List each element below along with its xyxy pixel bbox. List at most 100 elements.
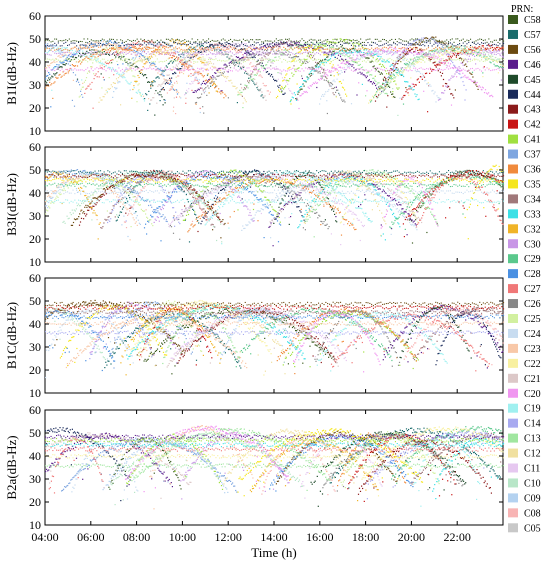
legend-entry: C05 [524,523,541,534]
y-tick-label: 30 [29,78,41,92]
legend-swatch [508,209,518,219]
x-tick-label: 16:00 [306,530,333,544]
legend-entry: C36 [524,165,541,176]
legend-entry: C57 [524,30,541,41]
legend-entry: C30 [524,239,541,250]
legend-swatch [508,388,518,398]
legend-swatch [508,448,518,458]
legend-entry: C19 [524,404,541,415]
y-tick-label: 20 [29,363,41,377]
legend-swatch [508,523,518,533]
y-tick-label: 40 [29,449,41,463]
y-tick-label: 60 [29,9,41,23]
legend-swatch [508,254,518,264]
plot-area [44,15,504,132]
y-axis-label: B1C(dB-Hz) [4,302,19,369]
legend-swatch [508,314,518,323]
plot-area [44,146,504,263]
legend-entry: C34 [524,194,541,205]
x-tick-label: 22:00 [444,530,471,544]
cn0-dots [45,299,505,379]
legend-title: PRN: [511,4,533,15]
legend-entry: C14 [524,419,541,430]
legend-swatch [508,403,518,413]
x-tick-label: 08:00 [123,530,150,544]
y-tick-label: 20 [29,495,41,509]
y-tick-label: 40 [29,55,41,69]
panel-2: 10 20 30 40 50 60 B3I(dB-Hz) [4,140,505,269]
y-tick-label: 50 [29,294,41,308]
legend-entry: C12 [524,449,541,460]
legend-swatch [508,478,518,488]
plot-area [44,277,504,394]
legend-swatch [508,89,518,99]
legend: PRN:C58 C57 C56 C46 C45 C44 C43 C42 C41 C37 C36 C35… [508,4,541,534]
legend-entry: C37 [524,150,541,161]
y-tick-label: 50 [29,32,41,46]
y-axis-label: B3I(dB-Hz) [4,173,19,236]
legend-swatch [508,493,518,503]
cn0-dots [45,164,505,247]
legend-swatch [508,463,518,473]
panel-4: 10 20 30 40 50 60 B2a(dB-Hz) [4,403,505,532]
x-tick-label: 18:00 [352,530,379,544]
y-tick-label: 50 [29,426,41,440]
legend-entry: C44 [524,90,541,101]
plot-area [44,409,504,526]
y-tick-label: 30 [29,472,41,486]
legend-swatch [508,29,518,39]
legend-swatch [508,15,518,24]
y-tick-label: 40 [29,317,41,331]
legend-entry: C46 [524,60,541,71]
legend-swatch [508,134,518,144]
legend-entry: C58 [524,15,541,26]
x-tick-label: 10:00 [169,530,196,544]
legend-entry: C28 [524,269,541,280]
y-tick-label: 40 [29,186,41,200]
legend-entry: C41 [524,135,541,146]
legend-entry: C32 [524,224,541,235]
legend-entry: C23 [524,344,541,355]
x-tick-label: 12:00 [215,530,242,544]
legend-entry: C27 [524,284,541,295]
legend-entry: C33 [524,209,541,220]
x-tick-label: 06:00 [77,530,104,544]
x-tick-label: 04:00 [31,530,58,544]
legend-swatch [508,343,518,353]
legend-entry: C45 [524,75,541,86]
y-tick-label: 20 [29,101,41,115]
legend-swatch [508,284,518,294]
y-tick-label: 10 [29,255,41,269]
legend-swatch [508,119,518,129]
legend-swatch [508,224,518,234]
legend-swatch [508,358,518,368]
legend-swatch [508,418,518,428]
legend-entry: C25 [524,314,541,325]
y-tick-label: 10 [29,518,41,532]
legend-entry: C09 [524,493,541,504]
cn0-dots [45,36,505,116]
legend-swatch [508,179,518,189]
legend-swatch [508,149,518,159]
legend-swatch [508,59,518,69]
y-tick-label: 20 [29,232,41,246]
legend-entry: C13 [524,434,541,445]
panel-1: 10 20 30 40 50 60 B1I(dB-Hz) [4,9,505,138]
x-tick-label: 14:00 [260,530,287,544]
legend-entry: C24 [524,329,541,340]
legend-entry: C56 [524,45,541,56]
legend-entry: C42 [524,120,541,131]
y-tick-label: 60 [29,140,41,154]
y-tick-label: 60 [29,403,41,417]
y-tick-label: 30 [29,209,41,223]
legend-swatch [508,239,518,249]
legend-entry: C11 [524,464,540,475]
legend-entry: C35 [524,179,541,190]
legend-entry: C22 [524,359,541,370]
legend-swatch [508,433,518,443]
x-tick-label: 20:00 [398,530,425,544]
y-tick-label: 30 [29,340,41,354]
legend-entry: C21 [524,374,541,385]
cn0-dots [45,425,505,510]
